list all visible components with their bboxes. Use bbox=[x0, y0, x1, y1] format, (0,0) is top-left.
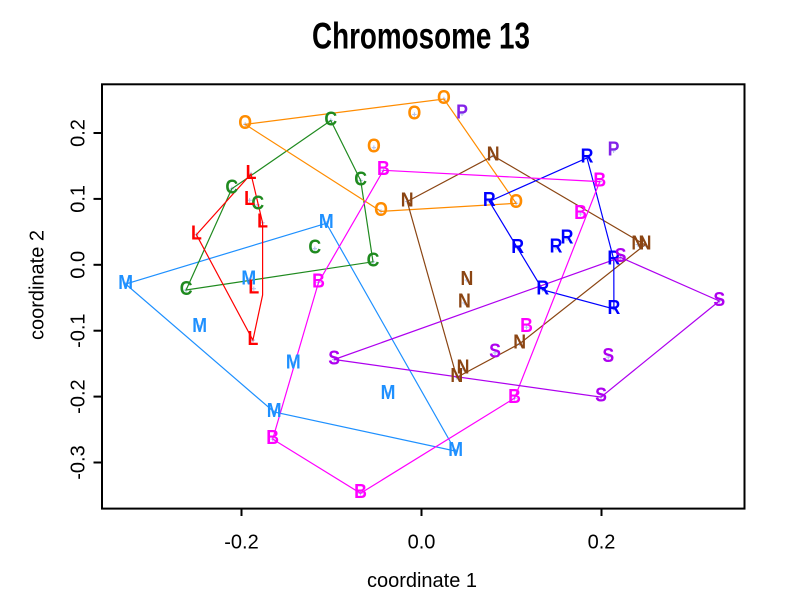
svg-text:B: B bbox=[574, 202, 587, 224]
svg-text:N: N bbox=[487, 144, 500, 166]
svg-text:M: M bbox=[319, 211, 334, 233]
svg-text:N: N bbox=[457, 356, 470, 378]
svg-text:coordinate 2: coordinate 2 bbox=[27, 230, 49, 340]
svg-text:L: L bbox=[248, 277, 259, 299]
svg-text:R: R bbox=[511, 236, 524, 258]
svg-text:L: L bbox=[257, 211, 268, 233]
svg-text:M: M bbox=[118, 272, 133, 294]
svg-text:C: C bbox=[180, 278, 193, 300]
svg-text:S: S bbox=[615, 245, 627, 267]
svg-text:R: R bbox=[561, 227, 574, 249]
svg-text:C: C bbox=[324, 108, 337, 130]
svg-text:C: C bbox=[354, 168, 367, 190]
svg-text:M: M bbox=[241, 268, 256, 290]
svg-text:S: S bbox=[595, 385, 607, 407]
svg-text:L: L bbox=[246, 162, 257, 184]
svg-text:N: N bbox=[401, 189, 414, 211]
svg-text:C: C bbox=[308, 237, 321, 259]
svg-text:coordinate 1: coordinate 1 bbox=[367, 570, 477, 592]
svg-text:S: S bbox=[713, 289, 725, 311]
svg-text:L: L bbox=[244, 188, 255, 210]
svg-text:C: C bbox=[367, 250, 380, 272]
svg-text:R: R bbox=[536, 278, 549, 300]
svg-text:M: M bbox=[286, 351, 301, 373]
svg-text:0.2: 0.2 bbox=[68, 119, 90, 147]
svg-text:R: R bbox=[550, 236, 563, 258]
svg-text:0.0: 0.0 bbox=[68, 251, 90, 279]
svg-text:N: N bbox=[631, 232, 644, 254]
svg-text:N: N bbox=[458, 291, 471, 313]
svg-text:M: M bbox=[448, 439, 463, 461]
svg-text:S: S bbox=[489, 341, 501, 363]
svg-text:S: S bbox=[328, 347, 340, 369]
svg-text:O: O bbox=[407, 102, 421, 124]
svg-text:M: M bbox=[192, 315, 207, 337]
svg-text:L: L bbox=[247, 328, 258, 350]
svg-text:O: O bbox=[509, 191, 523, 213]
svg-text:M: M bbox=[267, 400, 282, 422]
svg-text:L: L bbox=[191, 223, 202, 245]
svg-text:C: C bbox=[225, 177, 238, 199]
svg-text:-0.1: -0.1 bbox=[68, 313, 90, 347]
svg-text:B: B bbox=[520, 315, 533, 337]
svg-text:B: B bbox=[312, 270, 325, 292]
svg-text:O: O bbox=[374, 199, 388, 221]
svg-text:C: C bbox=[251, 193, 264, 215]
svg-text:S: S bbox=[602, 345, 614, 367]
svg-text:B: B bbox=[508, 386, 521, 408]
svg-text:N: N bbox=[513, 332, 526, 354]
svg-text:N: N bbox=[450, 365, 463, 387]
svg-text:Chromosome 13: Chromosome 13 bbox=[312, 15, 530, 57]
svg-text:B: B bbox=[354, 481, 367, 503]
svg-text:R: R bbox=[483, 189, 496, 211]
svg-text:O: O bbox=[437, 87, 451, 109]
svg-text:O: O bbox=[367, 136, 381, 158]
svg-text:P: P bbox=[608, 139, 620, 161]
svg-text:R: R bbox=[581, 146, 594, 168]
svg-text:R: R bbox=[607, 297, 620, 319]
svg-text:0.1: 0.1 bbox=[68, 185, 90, 213]
svg-text:B: B bbox=[266, 427, 279, 449]
svg-text:0.0: 0.0 bbox=[408, 532, 436, 554]
svg-text:M: M bbox=[381, 382, 396, 404]
svg-text:B: B bbox=[377, 158, 390, 180]
svg-text:-0.2: -0.2 bbox=[224, 532, 258, 554]
svg-text:B: B bbox=[593, 169, 606, 191]
svg-text:-0.3: -0.3 bbox=[68, 445, 90, 479]
svg-text:-0.2: -0.2 bbox=[68, 379, 90, 413]
svg-text:P: P bbox=[456, 102, 468, 124]
svg-text:N: N bbox=[639, 233, 652, 255]
svg-text:O: O bbox=[238, 112, 252, 134]
svg-text:0.2: 0.2 bbox=[588, 532, 616, 554]
svg-text:R: R bbox=[607, 247, 620, 269]
svg-text:N: N bbox=[460, 268, 473, 290]
